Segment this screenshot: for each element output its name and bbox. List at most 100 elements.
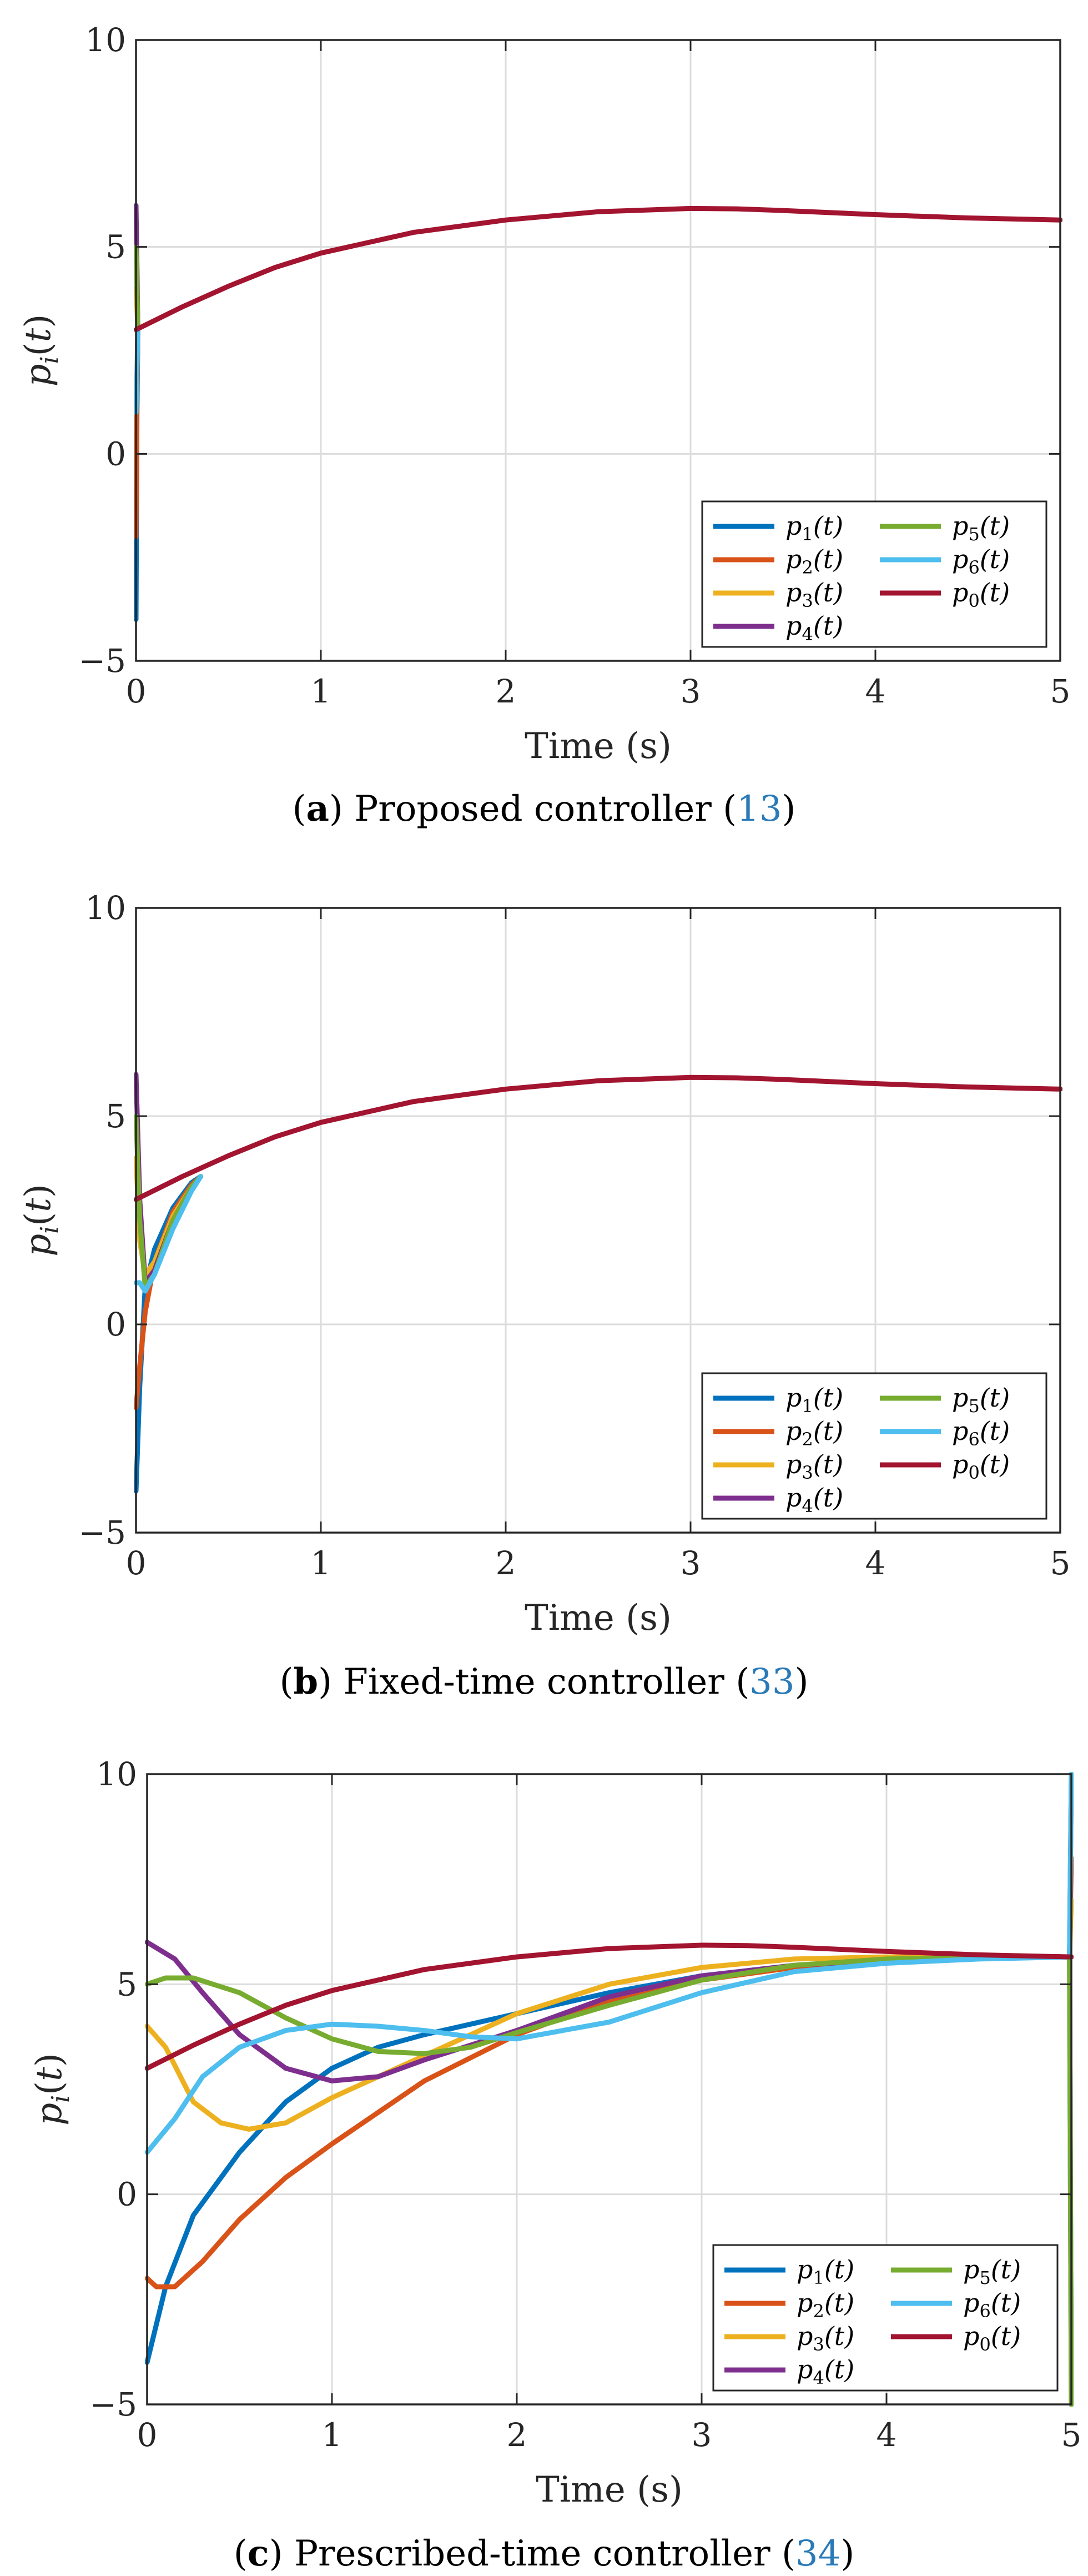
legend-label-p3: p3(t) <box>785 578 843 611</box>
y-axis-label: pi(t) <box>29 2053 75 2126</box>
axes-box <box>135 39 1061 662</box>
legend-subscript: 2 <box>802 557 813 578</box>
legend-symbol: p <box>952 511 968 541</box>
y-axis-label-paren: ( <box>18 1212 59 1226</box>
legend: p1(t)p2(t)p3(t)p4(t)p5(t)p6(t)p0(t) <box>712 2244 1059 2392</box>
y-axis-label-arg: t <box>29 2067 70 2081</box>
axes-box <box>135 907 1061 1534</box>
caption-letter: b <box>293 1661 318 1703</box>
legend-symbol: p <box>797 2354 813 2384</box>
legend-label-p0: p0(t) <box>963 2321 1021 2355</box>
caption-paren-open: ( <box>292 789 306 830</box>
x-axis-label: Time (s) <box>525 1598 672 1639</box>
x-tick-label: 3 <box>681 1544 701 1582</box>
legend-subscript: 3 <box>802 1462 813 1483</box>
legend-label-p3: p3(t) <box>785 1449 843 1483</box>
y-tick-label: 10 <box>85 21 126 59</box>
legend-subscript: 4 <box>802 1495 813 1517</box>
caption-text: Prescribed-time controller <box>294 2533 770 2574</box>
legend-label-p1: p1(t) <box>785 1383 843 1417</box>
legend-subscript: 0 <box>968 1462 979 1483</box>
legend-symbol: p <box>963 2321 979 2351</box>
legend: p1(t)p2(t)p3(t)p4(t)p5(t)p6(t)p0(t) <box>701 1372 1047 1520</box>
legend-symbol: p <box>952 578 968 607</box>
legend-arg: (t) <box>824 2254 854 2284</box>
legend-arg: (t) <box>813 611 843 641</box>
legend-label-p6: p6(t) <box>963 2288 1021 2322</box>
legend-arg: (t) <box>991 2254 1021 2284</box>
x-tick-label: 5 <box>1061 2416 1082 2454</box>
x-tick-label: 3 <box>681 672 701 710</box>
legend-arg: (t) <box>813 1383 843 1413</box>
x-tick-label: 4 <box>877 2416 897 2454</box>
y-tick-label: 10 <box>85 889 126 927</box>
y-axis-label-subscript: i <box>36 356 64 364</box>
y-axis-label-symbol: p <box>29 2103 70 2126</box>
series-line-p0 <box>134 1074 1062 1202</box>
axes-box <box>146 1773 1072 2406</box>
legend-arg: (t) <box>813 1449 843 1479</box>
legend-label-p0: p0(t) <box>952 1449 1010 1483</box>
legend-subscript: 2 <box>813 2301 824 2322</box>
legend-symbol: p <box>952 544 968 574</box>
caption-paren-close: ) <box>318 1661 343 1703</box>
y-tick-label: 10 <box>96 1755 137 1793</box>
x-tick-label: 2 <box>496 1544 516 1582</box>
legend-label-p5: p5(t) <box>952 1383 1010 1417</box>
y-axis-label-paren: ) <box>18 314 59 328</box>
caption-ref: 13 <box>737 789 782 830</box>
legend-label-p5: p5(t) <box>952 511 1010 545</box>
legend-symbol: p <box>797 2254 813 2284</box>
legend-subscript: 5 <box>968 524 979 545</box>
caption-paren-open: ( <box>279 1661 293 1703</box>
y-tick-label: −5 <box>79 1514 127 1551</box>
x-tick-label: 0 <box>137 2416 158 2454</box>
legend-symbol: p <box>797 2288 813 2318</box>
x-tick-label: 4 <box>865 672 886 710</box>
legend-subscript: 6 <box>968 1429 979 1450</box>
y-tick-label: −5 <box>90 2386 138 2423</box>
caption-paren-close: ) <box>329 789 354 830</box>
y-tick-label: 5 <box>117 1965 137 2003</box>
legend-label-p6: p6(t) <box>952 1416 1010 1450</box>
x-tick-label: 1 <box>311 672 331 710</box>
caption-ref: 34 <box>795 2533 840 2574</box>
x-tick-label: 5 <box>1050 1544 1071 1582</box>
legend-arg: (t) <box>980 1449 1010 1479</box>
caption: (b) Fixed-time controller (33) <box>279 1661 808 1703</box>
y-axis-label: pi(t) <box>18 314 64 387</box>
legend-arg: (t) <box>813 578 843 607</box>
x-tick-label: 2 <box>496 672 516 710</box>
legend-label-p4: p4(t) <box>785 1483 843 1517</box>
y-tick-label: −5 <box>79 642 127 680</box>
legend-label-p4: p4(t) <box>797 2354 854 2388</box>
caption-ref-open: ( <box>712 789 737 830</box>
legend-label-p4: p4(t) <box>785 611 843 645</box>
legend-arg: (t) <box>980 578 1010 607</box>
legend-symbol: p <box>785 611 802 641</box>
series-line-p6 <box>145 1772 1074 2155</box>
legend-arg: (t) <box>980 1416 1010 1446</box>
legend-label-p6: p6(t) <box>952 544 1010 578</box>
series-line-p0 <box>134 205 1062 333</box>
legend-arg: (t) <box>813 1483 843 1513</box>
x-axis-label: Time (s) <box>536 2469 683 2510</box>
legend-symbol: p <box>797 2321 813 2351</box>
caption: (a) Proposed controller (13) <box>292 788 795 830</box>
legend-label-p0: p0(t) <box>952 578 1010 611</box>
caption-ref-close: ) <box>782 789 796 830</box>
legend-arg: (t) <box>824 2354 854 2384</box>
legend-label-p5: p5(t) <box>963 2254 1021 2288</box>
legend-label-p2: p2(t) <box>797 2288 854 2322</box>
caption-ref-close: ) <box>795 1661 809 1703</box>
legend-symbol: p <box>785 1483 802 1513</box>
legend-arg: (t) <box>991 2288 1021 2318</box>
legend-symbol: p <box>952 1449 968 1479</box>
y-tick-label: 5 <box>105 1097 126 1135</box>
caption-ref-open: ( <box>770 2533 795 2574</box>
legend-subscript: 2 <box>802 1429 813 1450</box>
